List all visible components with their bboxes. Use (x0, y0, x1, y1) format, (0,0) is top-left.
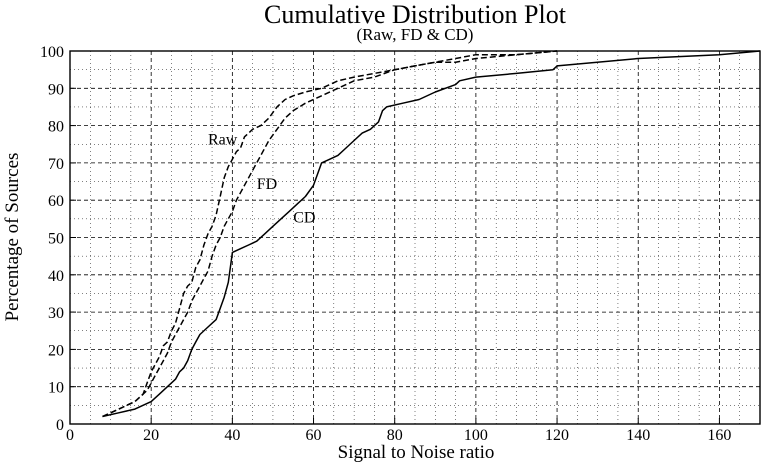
axis-ticks: 0 20 40 60 80 100 120 140 160 0 10 20 30 40 50 60 70 80 90… (40, 44, 731, 444)
x-axis-label: Signal to Noise ratio (338, 442, 495, 463)
x-tick-label: 0 (66, 427, 74, 444)
series-annotation-raw: Raw (208, 131, 238, 148)
x-tick-label: 20 (143, 427, 159, 444)
y-axis-label: Percentage of Sources (2, 153, 23, 322)
y-tick-label: 0 (56, 417, 64, 434)
y-tick-label: 100 (40, 44, 64, 61)
y-tick-label: 90 (48, 81, 64, 98)
y-tick-label: 40 (48, 268, 64, 285)
y-tick-label: 10 (48, 380, 64, 397)
y-tick-label: 20 (48, 342, 64, 359)
chart-title: Cumulative Distribution Plot (264, 0, 567, 29)
y-tick-label: 80 (48, 119, 64, 136)
series-line-cd (102, 50, 761, 418)
y-tick-label: 60 (48, 193, 64, 210)
y-tick-label: 30 (48, 305, 64, 322)
y-tick-label: 70 (48, 156, 64, 173)
series-line-fd (102, 50, 558, 418)
series-lines (102, 50, 761, 418)
grid (70, 51, 760, 424)
series-annotation-fd: FD (257, 176, 277, 193)
x-tick-label: 60 (306, 427, 322, 444)
series-annotation-cd: CD (293, 210, 315, 227)
chart-subtitle: (Raw, FD & CD) (357, 25, 474, 44)
x-tick-label: 80 (387, 427, 403, 444)
series-annotations: Raw FD CD (208, 131, 315, 226)
y-tick-label: 50 (48, 231, 64, 248)
x-tick-label: 140 (626, 427, 650, 444)
x-tick-label: 120 (545, 427, 569, 444)
series-line-raw (102, 50, 558, 418)
x-tick-label: 160 (707, 427, 731, 444)
x-tick-label: 40 (224, 427, 240, 444)
x-tick-label: 100 (464, 427, 488, 444)
